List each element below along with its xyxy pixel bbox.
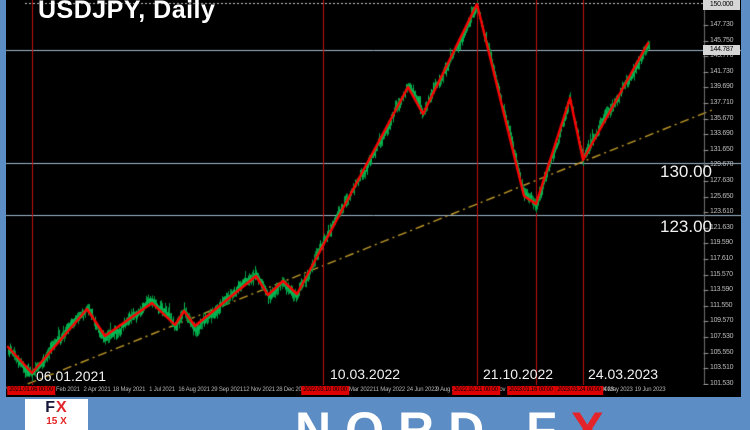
price-axis-label: 113.590 xyxy=(710,286,733,293)
price-axis-label: 145.750 xyxy=(710,37,734,44)
price-axis-label: 141.730 xyxy=(710,68,734,75)
time-axis-event-box: 2022.10.21 00:00 xyxy=(452,386,500,395)
fx-badge-subtext: 15 X xyxy=(46,416,67,427)
annotation-price-level: 130.00 xyxy=(660,162,712,181)
annotation-date: 06.01.2021 xyxy=(36,368,107,384)
logo-band: FX X 15 X NORD FX X xyxy=(0,397,750,430)
price-axis-label: 119.590 xyxy=(710,239,733,246)
price-axis-label: 133.690 xyxy=(710,130,734,137)
price-axis-label: 135.670 xyxy=(710,115,734,122)
price-axis-label: 117.610 xyxy=(710,255,733,262)
price-axis-label: 137.710 xyxy=(710,99,734,106)
price-axis-label: 129.670 xyxy=(710,161,734,168)
price-axis-label: 143.770 xyxy=(710,52,734,59)
nordfx-logo: NORD FX X xyxy=(295,401,618,430)
annotation-date: 24.03.2023 xyxy=(588,366,659,382)
fx-anniversary-badge: FX X 15 X xyxy=(25,399,88,430)
time-axis-label: 17 Feb 2021 xyxy=(48,387,80,393)
time-axis-label: 3 Nov 2022 xyxy=(490,387,520,393)
price-axis-label: 115.570 xyxy=(710,271,733,278)
time-axis-event-box: 2021.01.06 00:00 xyxy=(7,386,55,395)
time-axis-event-box: 2023.01.16 00:00 xyxy=(507,386,555,395)
time-axis-label: 16 Aug 2021 xyxy=(178,387,210,393)
annotation-date: 10.03.2022 xyxy=(330,366,401,382)
price-axis-label: 109.570 xyxy=(710,317,734,324)
time-axis-label: 2 Apr 2021 xyxy=(83,387,111,393)
time-axis-label: 18 May 2021 xyxy=(112,387,146,393)
time-axis-label: 28 Mar 2022 xyxy=(341,387,373,393)
fx-badge-text: FX X xyxy=(45,399,68,416)
price-axis-label: 131.650 xyxy=(710,146,734,153)
price-axis-label: 111.550 xyxy=(710,302,733,309)
annotation-date: 21.10.2022 xyxy=(483,366,554,382)
price-axis-label: 101.530 xyxy=(710,380,734,385)
price-axis-label: 147.730 xyxy=(710,21,734,28)
current-price-box: 144.787 xyxy=(703,45,740,55)
annotation-price-level: 123.00 xyxy=(660,217,712,236)
time-axis-label: 12 Nov 2021 xyxy=(243,387,275,393)
nordfx-logo-text: NORD F xyxy=(295,402,571,430)
price-axis-label: 105.550 xyxy=(710,349,734,356)
time-axis-label: 19 Jun 2023 xyxy=(634,387,666,393)
price-axis-label: 139.690 xyxy=(710,83,734,90)
price-axis-label: 123.610 xyxy=(710,208,734,215)
price-chart-canvas xyxy=(6,0,741,385)
price-axis-label: 103.510 xyxy=(710,364,734,371)
price-axis-label: 125.650 xyxy=(710,193,734,200)
time-axis-label: 1 Jul 2021 xyxy=(149,387,175,393)
price-axis-label: 107.530 xyxy=(710,333,734,340)
time-axis-label: 24 Jun 2022 xyxy=(406,387,438,393)
time-axis-label: 28 Dec 2021 xyxy=(276,387,308,393)
time-axis-label: 29 Sep 2021 xyxy=(211,387,243,393)
time-axis-event-box: 2022.03.10 00:00 xyxy=(301,386,349,395)
chart-title: USDJPY, Daily xyxy=(38,0,216,24)
time-axis-label: 11 May 2022 xyxy=(372,387,406,393)
time-axis-label: 4 May 2023 xyxy=(603,387,633,393)
price-level-box: 150.000 xyxy=(703,0,740,10)
price-axis-label: 127.630 xyxy=(710,177,734,184)
chart-panel: USDJPY, Daily 06.01.2021 10.03.2022 21.10.… xyxy=(6,0,741,385)
price-axis-label: 121.630 xyxy=(710,224,734,231)
time-axis-event-box: 2023.03.24 00:00 xyxy=(555,386,603,395)
time-axis-label: 9 Aug 2022 xyxy=(435,387,465,393)
